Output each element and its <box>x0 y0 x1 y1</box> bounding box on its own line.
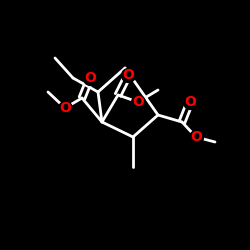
Text: O: O <box>59 101 71 115</box>
Text: O: O <box>184 95 196 109</box>
Text: O: O <box>84 71 96 85</box>
Text: O: O <box>132 95 144 109</box>
Text: O: O <box>190 130 202 144</box>
Text: O: O <box>122 68 134 82</box>
